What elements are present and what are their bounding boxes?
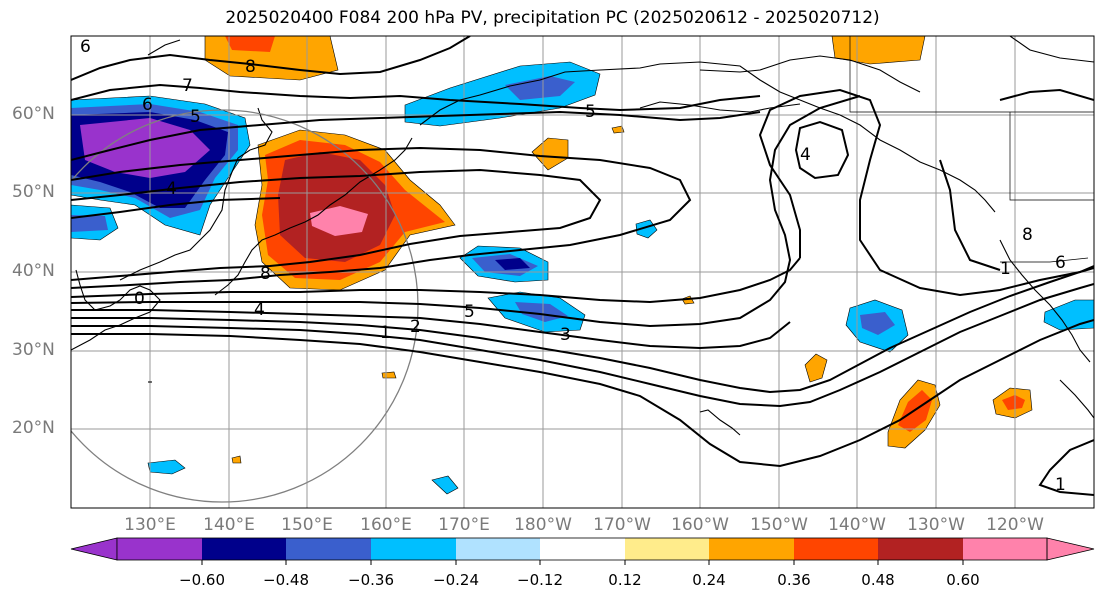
- figure-title: 2025020400 F084 200 hPa PV, precipitatio…: [225, 8, 880, 28]
- contour-label: 6: [80, 37, 91, 57]
- contour-label: 6: [1055, 253, 1066, 273]
- contour-label: 6: [142, 95, 153, 115]
- contour-label: 2: [410, 317, 421, 337]
- colorbar-tick-label: 0.36: [777, 571, 811, 589]
- contour-label: 8: [260, 264, 271, 284]
- colorbar: [70, 537, 1095, 565]
- borders: [849, 36, 1094, 263]
- colorbar-bin: [202, 538, 286, 560]
- colorbar-bin: [117, 538, 202, 560]
- colorbar-tick-label: −0.60: [179, 571, 225, 589]
- contour-label: 5: [190, 107, 201, 127]
- lat-label: 40°N: [12, 261, 55, 281]
- lon-label: 150°E: [281, 515, 333, 535]
- lon-label: 130°E: [124, 515, 176, 535]
- colorbar-bin: [963, 538, 1047, 560]
- precip-shading: [71, 36, 1094, 495]
- colorbar-tick-label: 0.12: [608, 571, 642, 589]
- contour-label: 4: [800, 145, 811, 165]
- lon-label: 140°E: [203, 515, 255, 535]
- colorbar-bin: [625, 538, 709, 560]
- contour-label: 8: [1022, 225, 1033, 245]
- region-circle: [71, 109, 419, 503]
- lon-label: 140°W: [828, 515, 886, 535]
- lon-label: 180°W: [514, 515, 572, 535]
- colorbar-bin: [709, 538, 794, 560]
- lon-label: 160°E: [360, 515, 412, 535]
- colorbar-tick-label: −0.24: [433, 571, 479, 589]
- colorbar-bin: [371, 538, 456, 560]
- contour-label: 1: [380, 323, 391, 343]
- lon-label: 170°W: [593, 515, 651, 535]
- colorbar-tick-label: −0.36: [348, 571, 394, 589]
- colorbar-bin: [286, 538, 371, 560]
- contour-label: 7: [182, 76, 193, 96]
- colorbar-tick-label: 0.24: [692, 571, 726, 589]
- colorbar-extend-left: [70, 537, 118, 561]
- lat-label: 50°N: [12, 182, 55, 202]
- colorbar-tick-label: −0.12: [517, 571, 563, 589]
- contour-label: 1: [1055, 475, 1066, 495]
- colorbar-bin: [878, 538, 963, 560]
- contour-label: 1: [1000, 259, 1011, 279]
- colorbar-tick-label: −0.48: [263, 571, 309, 589]
- colorbar-bin: [540, 538, 625, 560]
- colorbar-tick-label: 0.60: [946, 571, 980, 589]
- lon-label: 130°W: [907, 515, 965, 535]
- pv-contours: [71, 36, 1094, 496]
- lat-label: 20°N: [12, 418, 55, 438]
- lon-label: 150°W: [750, 515, 808, 535]
- lon-label: 170°E: [438, 515, 490, 535]
- map-area: 6 7 8 6 5 5 4 4 0 8 4 5 1 2 3 8 1 6 1: [71, 36, 1094, 508]
- lat-label: 30°N: [12, 340, 55, 360]
- contour-label: 4: [166, 179, 177, 199]
- contour-label: 4: [254, 300, 265, 320]
- contour-label: 0: [134, 289, 145, 309]
- lon-label: 120°W: [986, 515, 1044, 535]
- contour-label: 5: [585, 102, 596, 122]
- contour-label: 5: [464, 302, 475, 322]
- colorbar-bin: [456, 538, 540, 560]
- map-frame: [70, 35, 1095, 509]
- lon-label: 160°W: [671, 515, 729, 535]
- colorbar-extend-right: [1046, 537, 1095, 561]
- contour-labels: 6 7 8 6 5 5 4 4 0 8 4 5 1 2 3 8 1 6 1: [80, 37, 1066, 495]
- lat-label: 60°N: [12, 104, 55, 124]
- colorbar-bin: [794, 538, 878, 560]
- contour-label: 3: [560, 325, 571, 345]
- contour-label: 8: [245, 57, 256, 77]
- colorbar-tick-label: 0.48: [861, 571, 895, 589]
